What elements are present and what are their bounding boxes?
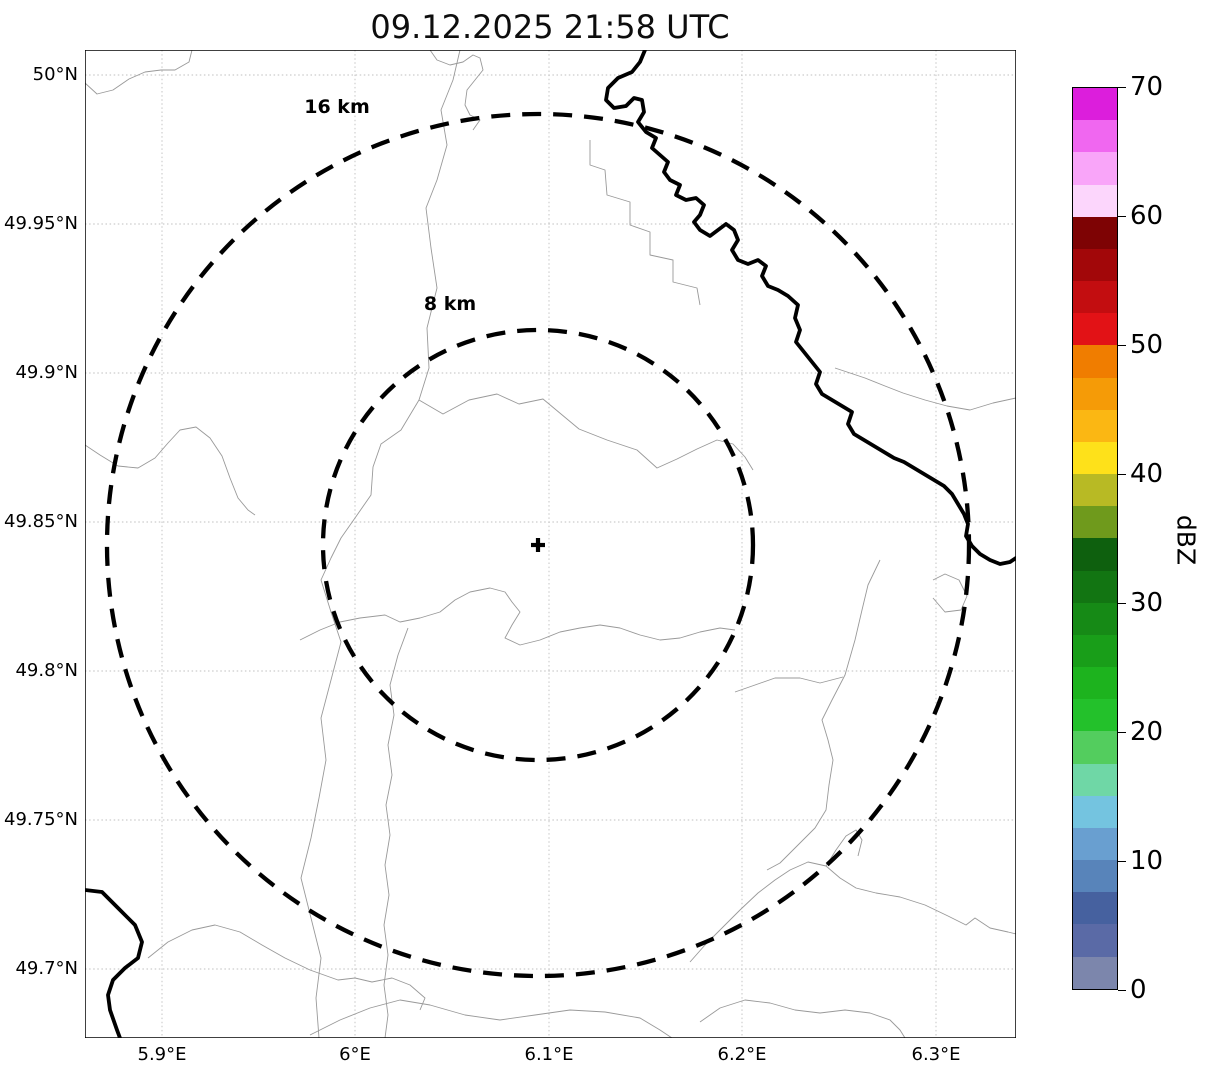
colorbar-segment (1073, 538, 1117, 571)
colorbar-segment (1073, 731, 1117, 764)
colorbar-segment (1073, 860, 1117, 893)
range-ring-16km (104, 111, 972, 979)
map-panel: 16 km 8 km (85, 50, 1016, 1038)
colorbar-tick-label: 20 (1130, 717, 1164, 747)
colorbar-segment (1073, 924, 1117, 957)
figure-title: 09.12.2025 21:58 UTC (370, 8, 730, 46)
colorbar-segment (1073, 377, 1117, 410)
gridlines (85, 50, 1016, 1038)
colorbar-segment (1073, 313, 1117, 346)
colorbar-tick (1118, 474, 1126, 475)
colorbar-segment (1073, 634, 1117, 668)
colorbar-segment (1073, 763, 1117, 796)
colorbar-segment (1073, 248, 1117, 282)
colorbar-segment (1073, 216, 1117, 249)
colorbar-tick-label: 40 (1130, 459, 1164, 489)
colorbar-segment (1073, 570, 1117, 603)
colorbar-segment (1073, 795, 1117, 828)
range-ring-8km (320, 327, 756, 763)
y-tick-label: 49.7°N (15, 958, 78, 979)
y-tick-label: 49.8°N (15, 660, 78, 681)
colorbar-tick (1118, 87, 1126, 88)
x-tick-label: 6.2°E (717, 1044, 767, 1065)
colorbar-tick (1118, 603, 1126, 604)
colorbar (1072, 87, 1118, 990)
colorbar-tick (1118, 345, 1126, 346)
colorbar-segment (1073, 120, 1117, 153)
colorbar-tick-label: 50 (1130, 330, 1164, 360)
colorbar-segment (1073, 88, 1117, 121)
x-tick-label: 5.9°E (137, 1044, 187, 1065)
colorbar-tick (1118, 990, 1126, 991)
admin-boundary-lines (85, 50, 1016, 1038)
range-ring-label-8km: 8 km (423, 293, 477, 315)
colorbar-segment (1073, 827, 1117, 861)
colorbar-segment (1073, 667, 1117, 700)
colorbar-tick-label: 10 (1130, 846, 1164, 876)
radar-site-marker (531, 538, 545, 552)
colorbar-tick-label: 30 (1130, 588, 1164, 618)
colorbar-segment (1073, 474, 1117, 507)
colorbar-tick (1118, 861, 1126, 862)
colorbar-tick (1118, 732, 1126, 733)
y-tick-label: 49.95°N (4, 213, 78, 234)
colorbar-segment (1073, 506, 1117, 539)
colorbar-segment (1073, 441, 1117, 475)
y-tick-label: 49.9°N (15, 362, 78, 383)
colorbar-segment (1073, 602, 1117, 635)
colorbar-tick (1118, 216, 1126, 217)
river-border-lines (85, 50, 1016, 1038)
colorbar-segment (1073, 956, 1117, 989)
colorbar-segment (1073, 409, 1117, 442)
colorbar-segment (1073, 699, 1117, 732)
colorbar-label: dBZ (1171, 514, 1201, 566)
y-tick-label: 50°N (32, 64, 78, 85)
colorbar-tick-label: 0 (1130, 975, 1147, 1005)
y-tick-label: 49.85°N (4, 511, 78, 532)
colorbar-tick-label: 70 (1130, 72, 1164, 102)
colorbar-segment (1073, 892, 1117, 925)
y-tick-label: 49.75°N (4, 809, 78, 830)
colorbar-segment (1073, 345, 1117, 378)
colorbar-tick-label: 60 (1130, 201, 1164, 231)
colorbar-segment (1073, 152, 1117, 185)
map-border (85, 50, 1016, 1038)
x-tick-label: 6.3°E (911, 1044, 961, 1065)
colorbar-segment (1073, 184, 1117, 217)
x-tick-label: 6.1°E (524, 1044, 574, 1065)
range-ring-label-16km: 16 km (304, 96, 370, 118)
map-canvas (85, 50, 1016, 1038)
colorbar-segment (1073, 281, 1117, 314)
x-tick-label: 6°E (339, 1044, 371, 1065)
